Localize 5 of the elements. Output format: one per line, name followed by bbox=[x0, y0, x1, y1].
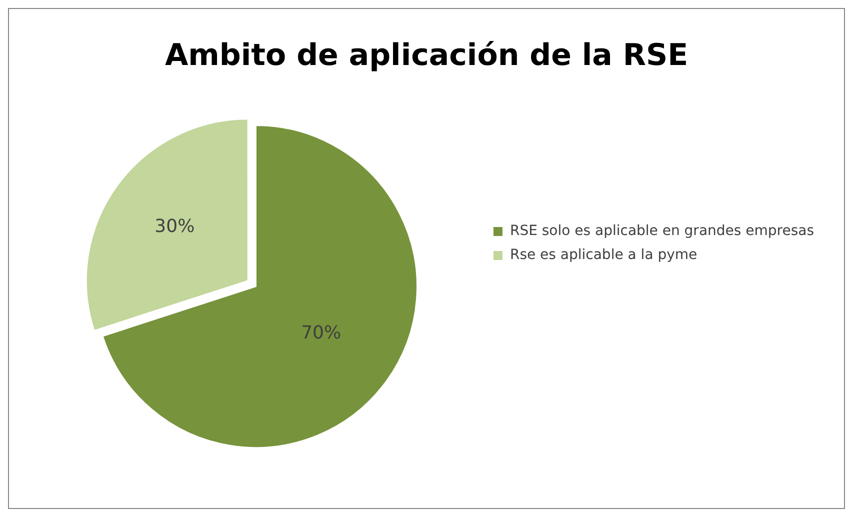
data-label: 70% bbox=[301, 322, 342, 344]
data-label: 30% bbox=[154, 216, 195, 238]
legend-label: Rse es aplicable a la pyme bbox=[510, 247, 698, 264]
chart-title: Ambito de aplicación de la RSE bbox=[164, 38, 688, 73]
legend-label: RSE solo es aplicable en grandes empresas bbox=[510, 223, 814, 240]
